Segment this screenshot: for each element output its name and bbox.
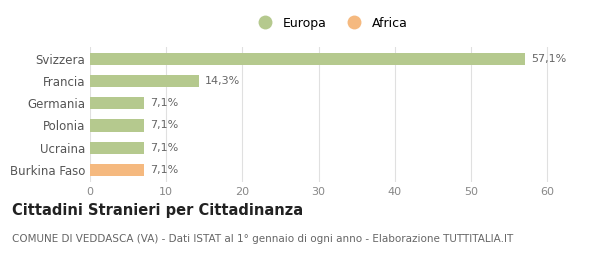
Text: 7,1%: 7,1% xyxy=(150,98,178,108)
Bar xyxy=(90,75,199,87)
Text: 14,3%: 14,3% xyxy=(205,76,240,86)
Text: 7,1%: 7,1% xyxy=(150,165,178,175)
Bar xyxy=(90,53,525,65)
Legend: Europa, Africa: Europa, Africa xyxy=(253,17,407,30)
Text: 7,1%: 7,1% xyxy=(150,143,178,153)
Text: Cittadini Stranieri per Cittadinanza: Cittadini Stranieri per Cittadinanza xyxy=(12,203,303,218)
Bar xyxy=(90,141,144,154)
Text: COMUNE DI VEDDASCA (VA) - Dati ISTAT al 1° gennaio di ogni anno - Elaborazione T: COMUNE DI VEDDASCA (VA) - Dati ISTAT al … xyxy=(12,234,513,244)
Text: 7,1%: 7,1% xyxy=(150,120,178,131)
Bar xyxy=(90,164,144,176)
Text: 57,1%: 57,1% xyxy=(531,54,566,64)
Bar xyxy=(90,97,144,109)
Bar xyxy=(90,119,144,132)
